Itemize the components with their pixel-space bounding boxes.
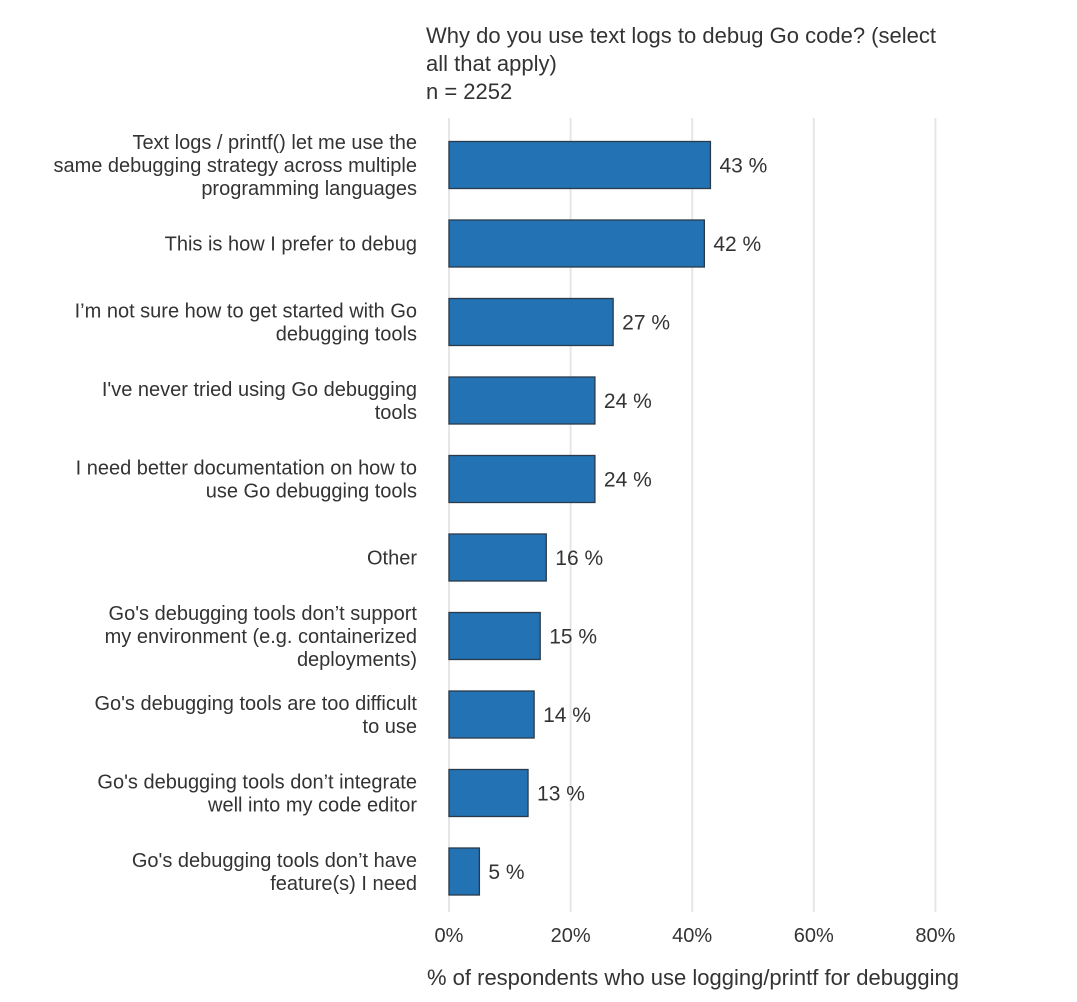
value-label: 15 %	[549, 626, 597, 649]
category-label-line: Go's debugging tools don’t support	[109, 603, 418, 625]
category-label-line: programming languages	[201, 178, 417, 200]
bar	[448, 140, 712, 190]
category-label-line: I’m not sure how to get started with Go	[75, 301, 417, 323]
category-label: I’m not sure how to get started with Go d…	[75, 301, 417, 346]
category-label: Go's debugging tools don’t have feature(s…	[132, 850, 417, 895]
category-label-line: Go's debugging tools don’t integrate	[97, 772, 417, 794]
category-label: Text logs / printf() let me use the same …	[53, 132, 417, 200]
category-label: I need better documentation on how to use…	[76, 458, 417, 503]
x-tick-label: 20%	[551, 925, 591, 947]
category-label-line: This is how I prefer to debug	[165, 234, 417, 256]
x-tick-label: 0%	[435, 925, 464, 947]
bars	[448, 140, 712, 896]
chart-title-block: Why do you use text logs to debug Go cod…	[426, 22, 1026, 106]
category-label-line: Text logs / printf() let me use the	[132, 132, 417, 154]
category-label-line: Go's debugging tools are too difficult	[94, 693, 417, 715]
bar	[448, 219, 706, 268]
category-label-line: same debugging strategy across multiple	[53, 155, 417, 177]
chart-subtitle: n = 2252	[426, 79, 513, 104]
value-label: 42 %	[713, 233, 761, 256]
category-label-line: I've never tried using Go debugging	[102, 379, 417, 401]
category-label: Go's debugging tools don’t integrate well…	[97, 772, 417, 817]
category-label-line: Other	[367, 548, 417, 570]
category-label-line: feature(s) I need	[270, 873, 417, 895]
value-labels: 43 % 42 % 27 % 24 % 24 % 16 % 15 % 14 % 13 % 5 %	[488, 155, 767, 885]
category-label-line: I need better documentation on how to	[76, 458, 417, 480]
category-label-line: my environment (e.g. containerized	[105, 626, 417, 648]
bar	[448, 376, 596, 425]
value-label: 13 %	[537, 783, 585, 806]
category-label-line: to use	[363, 716, 417, 738]
bar	[448, 297, 614, 347]
bar	[448, 690, 535, 739]
category-label-line: debugging tools	[276, 324, 417, 346]
bar	[448, 768, 529, 818]
category-labels: Text logs / printf() let me use the same …	[53, 132, 417, 895]
category-label: This is how I prefer to debug	[165, 234, 417, 256]
bar	[448, 454, 596, 504]
x-tick-label: 40%	[672, 925, 712, 947]
chart-title-line-2: all that apply)	[426, 51, 557, 76]
category-label-line: deployments)	[297, 649, 417, 671]
chart-title-line-1: Why do you use text logs to debug Go cod…	[426, 23, 936, 48]
value-label: 43 %	[719, 155, 767, 178]
value-label: 24 %	[604, 469, 652, 492]
category-label: Other	[367, 548, 417, 570]
category-label-line: well into my code editor	[207, 795, 417, 817]
category-label-line: Go's debugging tools don’t have	[132, 850, 417, 872]
value-label: 14 %	[543, 704, 591, 727]
bar	[448, 847, 481, 896]
category-label-line: use Go debugging tools	[206, 481, 417, 503]
value-label: 5 %	[488, 861, 524, 884]
value-label: 24 %	[604, 390, 652, 413]
category-label: I've never tried using Go debugging tools	[102, 379, 417, 424]
category-label-line: tools	[375, 402, 417, 424]
x-tick-label: 80%	[915, 925, 955, 947]
bar	[448, 533, 547, 582]
value-label: 27 %	[622, 312, 670, 335]
value-label: 16 %	[555, 547, 603, 570]
bar	[448, 611, 541, 661]
category-label: Go's debugging tools don’t support my env…	[105, 603, 418, 671]
x-tick-labels: 0% 20% 40% 60% 80%	[435, 925, 956, 947]
category-label: Go's debugging tools are too difficult to…	[94, 693, 417, 738]
x-tick-label: 60%	[794, 925, 834, 947]
x-axis-label: % of respondents who use logging/printf …	[427, 965, 959, 990]
